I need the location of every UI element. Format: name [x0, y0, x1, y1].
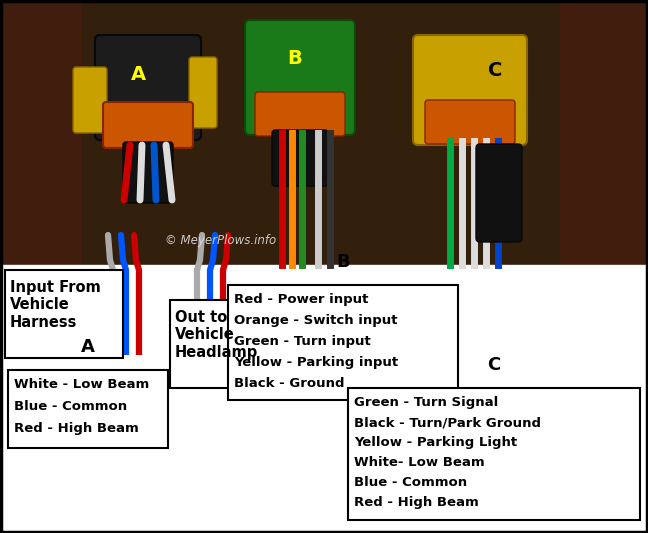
Text: © MeyerPlows.info: © MeyerPlows.info	[165, 234, 276, 247]
Bar	[0, 0, 648, 265]
FancyBboxPatch shape	[255, 92, 345, 136]
Text: Blue - Common: Blue - Common	[354, 476, 467, 489]
Text: B: B	[336, 253, 350, 271]
FancyBboxPatch shape	[272, 130, 328, 186]
Text: White- Low Beam: White- Low Beam	[354, 456, 485, 469]
Text: Black - Ground: Black - Ground	[234, 377, 345, 390]
Text: Green - Turn Signal: Green - Turn Signal	[354, 396, 498, 409]
FancyBboxPatch shape	[103, 102, 193, 148]
Text: B: B	[288, 49, 303, 68]
Bar	[0, 0, 80, 265]
FancyBboxPatch shape	[425, 100, 515, 144]
FancyBboxPatch shape	[95, 35, 201, 140]
Text: C: C	[488, 61, 502, 79]
Bar	[0, 265, 648, 533]
Text: Orange - Switch input: Orange - Switch input	[234, 314, 397, 327]
Text: A: A	[81, 338, 95, 356]
Text: Blue - Common: Blue - Common	[14, 400, 127, 413]
Bar	[170, 300, 288, 388]
Text: White - Low Beam: White - Low Beam	[14, 378, 149, 391]
FancyBboxPatch shape	[73, 67, 107, 133]
Text: A: A	[130, 66, 146, 85]
Text: Green - Turn input: Green - Turn input	[234, 335, 371, 348]
Text: C: C	[487, 356, 501, 374]
Bar	[0, 0, 648, 265]
Text: Red - Power input: Red - Power input	[234, 293, 368, 306]
FancyBboxPatch shape	[123, 142, 173, 203]
Text: Yellow - Parking Light: Yellow - Parking Light	[354, 436, 517, 449]
FancyBboxPatch shape	[413, 35, 527, 145]
Bar	[348, 388, 640, 520]
Bar	[8, 370, 168, 448]
Bar	[228, 285, 458, 400]
Bar	[560, 0, 648, 265]
FancyBboxPatch shape	[476, 144, 522, 242]
Text: Red - High Beam: Red - High Beam	[14, 422, 139, 435]
Bar	[5, 270, 123, 358]
Text: Red - High Beam: Red - High Beam	[354, 496, 479, 509]
Text: Black - Turn/Park Ground: Black - Turn/Park Ground	[354, 416, 541, 429]
FancyBboxPatch shape	[189, 57, 217, 128]
FancyBboxPatch shape	[245, 20, 355, 135]
Text: Input From
Vehicle
Harness: Input From Vehicle Harness	[10, 280, 100, 330]
Text: Out to
Vehicle
Headlamp: Out to Vehicle Headlamp	[175, 310, 259, 360]
Text: Yellow - Parking input: Yellow - Parking input	[234, 356, 398, 369]
